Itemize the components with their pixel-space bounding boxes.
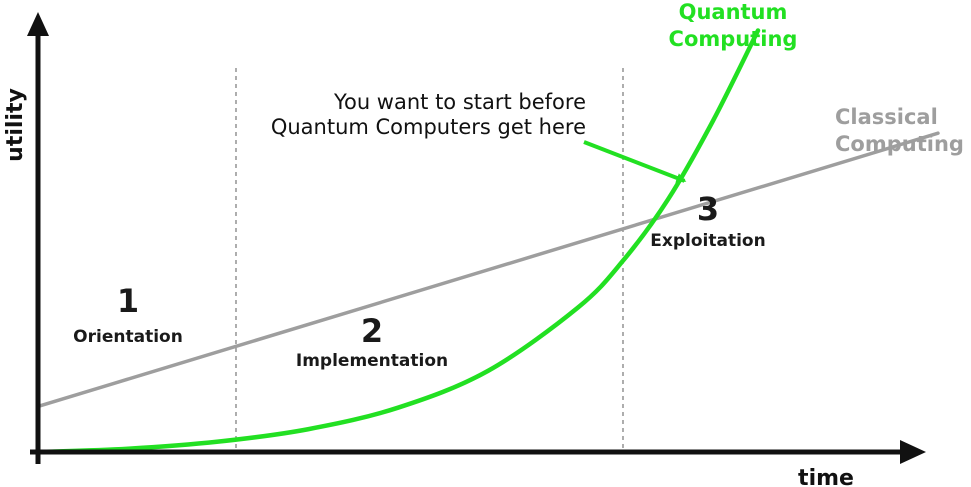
phase-2-name: Implementation [296, 351, 448, 371]
axes [27, 12, 926, 464]
series-lines [35, 28, 940, 455]
quantum-series-label-line-2: Computing [669, 27, 798, 51]
series-line-classical [36, 131, 940, 409]
x-axis-arrowhead [900, 440, 926, 464]
classical-series-label-line-2: Computing [835, 132, 964, 156]
phase-1-number: 1 [117, 282, 139, 320]
annotation-arrow [583, 140, 687, 183]
annotation: You want to start before Quantum Compute… [271, 90, 687, 183]
classical-series-label-line-1: Classical [835, 105, 938, 129]
annotation-line-2: Quantum Computers get here [271, 115, 586, 139]
series-line-quantum [35, 28, 761, 455]
phase-2-number: 2 [361, 312, 383, 350]
series-labels: Classical Computing Quantum Computing [669, 0, 964, 156]
phase-3-number: 3 [697, 190, 719, 228]
annotation-line-1: You want to start before [333, 90, 586, 114]
quantum-series-label-line-1: Quantum [679, 0, 788, 24]
y-axis-arrowhead [27, 12, 49, 36]
x-axis-label: time [798, 466, 854, 487]
y-axis-label: utility [3, 88, 28, 162]
phase-3-name: Exploitation [650, 231, 765, 251]
phase-1-name: Orientation [73, 327, 183, 347]
